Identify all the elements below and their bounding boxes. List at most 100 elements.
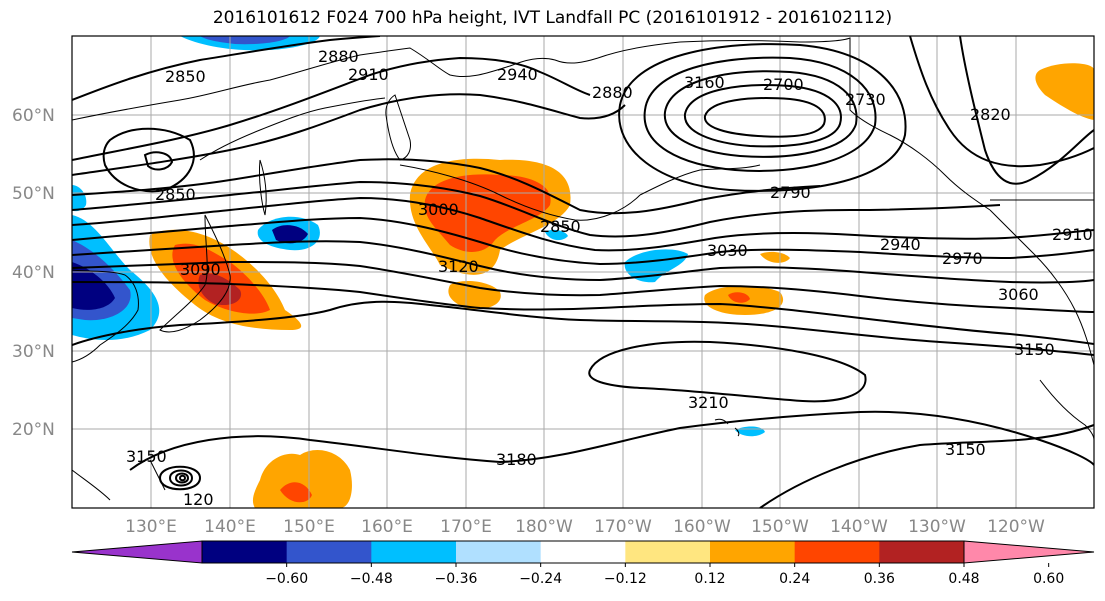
lon-label: 140°E [204, 517, 256, 537]
coast-alaska [597, 37, 991, 211]
lat-label: 40°N [12, 263, 55, 283]
colorbar-tick-label: −0.36 [435, 571, 478, 587]
colorbar-box [794, 541, 880, 563]
contour-label: 2940 [497, 65, 538, 84]
lat-label: 20°N [12, 420, 55, 440]
contour-label: 3160 [684, 73, 725, 92]
graticule [72, 36, 1094, 508]
shade-negative-north-core [200, 36, 290, 45]
colorbar-tick-label: 0.60 [1033, 571, 1064, 587]
colorbar-min-extension [71, 540, 203, 564]
colorbar-outline [201, 540, 965, 564]
contour-typhoon-1 [158, 465, 202, 491]
contour-alaska-low-2 [663, 70, 858, 158]
lon-label: 150°E [283, 517, 335, 537]
shade-negative-small-1 [624, 249, 688, 283]
contour-label: 2880 [318, 47, 359, 66]
colorbar: −0.60 −0.48 −0.36 −0.24 −0.12 0.12 0.24 0.36 0.4… [71, 540, 1095, 587]
contour-zonal-5 [72, 240, 1094, 284]
shade-negative-west-max [72, 262, 115, 310]
contour-zonal-3 [72, 196, 1094, 252]
contour-label: 3000 [418, 200, 459, 219]
colorbar-tick-label: −0.12 [604, 571, 647, 587]
contour-label: 2730 [845, 90, 886, 109]
contour-3210 [588, 340, 867, 403]
contour-alaska-low-1 [643, 56, 877, 172]
colorbar-box [202, 541, 288, 563]
lat-axis: 60°N 50°N 40°N 30°N 20°N [12, 106, 55, 440]
contour-low-west [102, 127, 195, 193]
page-title: 2016101612 F024 700 hPa height, IVT Land… [212, 8, 893, 28]
lon-label: 170°W [594, 517, 652, 537]
coast-okhotsk [199, 97, 386, 161]
contour-alaska-low-3 [683, 84, 842, 148]
colorbar-tick-label: −0.60 [265, 571, 308, 587]
lon-label: 150°W [751, 517, 809, 537]
contour-label: 2880 [592, 83, 633, 102]
contour-east-2820 [959, 36, 1094, 185]
contour-label: 2970 [942, 249, 983, 268]
contour-label: 2850 [155, 185, 196, 204]
contour-label: 3090 [180, 260, 221, 279]
shade-negative-small-4 [545, 229, 568, 241]
map-panel [71, 35, 1095, 509]
contour-3180 [129, 410, 1094, 471]
colorbar-tick-label: −0.48 [350, 571, 393, 587]
colorbar-boxes [71, 540, 1095, 564]
colorbar-tick-label: 0.24 [779, 571, 810, 587]
coast-mexico [1039, 379, 1094, 441]
contour-label: 3180 [496, 450, 537, 469]
coast-islands-west [72, 459, 166, 501]
contour-east-2880 [909, 36, 1094, 168]
contour-label: 3120 [438, 257, 479, 276]
coast-west-canada [989, 209, 1094, 366]
contour-zonal-1 [72, 158, 821, 215]
map-frame [71, 35, 1095, 509]
contour-typhoon-3 [174, 472, 190, 484]
colorbar-tick-label: 0.12 [694, 571, 725, 587]
lon-label: 120°W [987, 517, 1045, 537]
contour-label: 120 [183, 490, 214, 509]
coast-japan [159, 214, 231, 333]
contour-alaska-low-4 [703, 97, 826, 138]
shade-positive-central-south [448, 280, 501, 310]
contour-alaska-low-outer [618, 43, 907, 192]
colorbar-box [879, 541, 965, 563]
shade-negative-kuril-core [272, 225, 308, 244]
lat-label: 50°N [12, 184, 55, 204]
colorbar-box [625, 541, 711, 563]
colorbar-max-extension [963, 540, 1095, 564]
contour-north-2 [72, 56, 591, 161]
lon-axis: 130°E 140°E 150°E 160°E 170°E 180°W 170°… [125, 517, 1045, 537]
lon-label: 170°E [440, 517, 492, 537]
contour-label: 3150 [126, 447, 167, 466]
colorbar-box [540, 541, 626, 563]
contour-3150-south [759, 424, 1094, 508]
shade-negative-small-3 [72, 185, 87, 212]
lon-label: 160°W [673, 517, 731, 537]
lat-label: 30°N [12, 342, 55, 362]
shade-positive-east-pacific-core [728, 292, 750, 303]
contour-zonal-4 [72, 216, 1094, 266]
contour-zonal-6 [72, 260, 1094, 313]
colorbar-box [456, 541, 542, 563]
lon-label: 180°W [515, 517, 573, 537]
shade-positive-gulf-alaska [1035, 63, 1094, 120]
contour-label: 2850 [165, 67, 206, 86]
contour-typhoon-2 [168, 469, 194, 487]
coast-siberia [72, 47, 599, 121]
colorbar-tick-label: 0.48 [948, 571, 979, 587]
contour-north-1 [72, 36, 381, 101]
colorbar-ticks: −0.60 −0.48 −0.36 −0.24 −0.12 0.12 0.24 0.36 0.4… [265, 563, 1064, 587]
contour-label: 2790 [770, 183, 811, 202]
colorbar-box [710, 541, 796, 563]
contour-label: 2910 [1052, 225, 1093, 244]
coast-korea-china [72, 269, 139, 363]
contour-label: 2910 [348, 65, 389, 84]
lon-label: 140°W [830, 517, 888, 537]
contour-label: 3030 [707, 241, 748, 260]
contour-3150 [72, 300, 1094, 356]
height-contours [72, 36, 1094, 508]
coastlines [72, 37, 1094, 501]
lon-label: 130°E [125, 517, 177, 537]
